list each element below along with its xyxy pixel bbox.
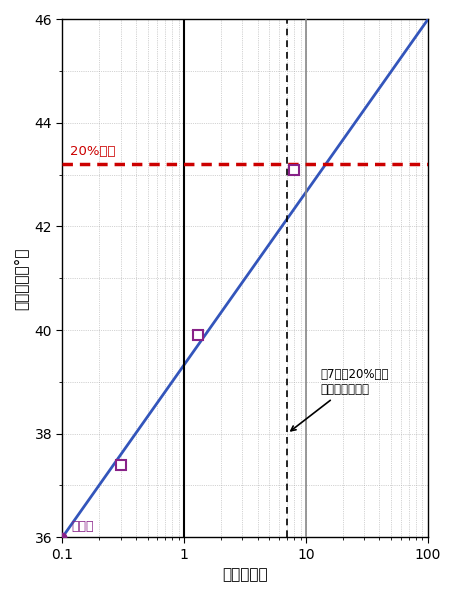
Y-axis label: ゴム硬度（°）: ゴム硬度（°） [14, 247, 29, 309]
Text: 出荷時: 出荷時 [71, 520, 94, 533]
Text: で7年で20%硬化
と推定されます: で7年で20%硬化 と推定されます [291, 368, 389, 431]
X-axis label: 時間（年）: 時間（年） [222, 567, 268, 582]
Text: 20%硬化: 20%硬化 [70, 145, 116, 158]
